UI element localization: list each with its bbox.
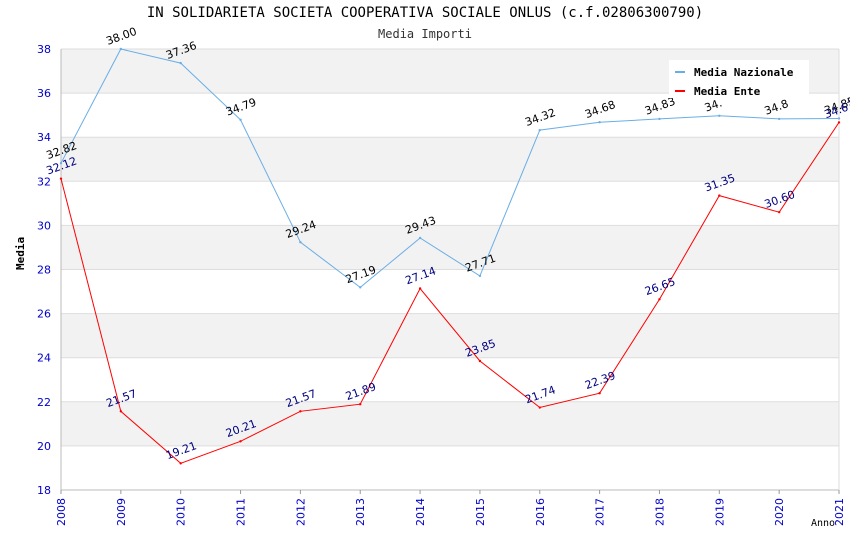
- data-point: [837, 121, 841, 124]
- data-point: [837, 117, 841, 120]
- legend-label: Media Nazionale: [694, 66, 794, 79]
- data-point: [359, 286, 362, 289]
- data-point: [239, 440, 242, 443]
- data-label: 34.: [703, 96, 724, 114]
- y-tick-label: 22: [37, 396, 51, 409]
- y-tick-label: 18: [37, 484, 51, 497]
- x-tick-label: 2018: [653, 498, 666, 526]
- data-point: [777, 117, 781, 121]
- grid-band: [61, 401, 839, 446]
- x-tick-label: 2013: [354, 498, 367, 526]
- grid-band: [61, 225, 839, 270]
- x-tick-label: 2010: [175, 498, 188, 526]
- data-label: 30.60: [763, 188, 797, 211]
- data-label: 26.65: [643, 275, 677, 298]
- x-axis-label: Anno: [811, 518, 836, 529]
- x-tick-label: 2014: [414, 498, 427, 526]
- data-point: [538, 406, 541, 409]
- y-tick-labels: 18 20 22 24 26 28 30 32 34 36 38: [37, 43, 51, 497]
- grid-band: [61, 313, 839, 358]
- data-label: 22.39: [583, 369, 617, 392]
- data-point: [658, 298, 661, 301]
- data-point: [119, 410, 123, 413]
- series-line-media-nazionale: [60, 48, 840, 289]
- data-point: [718, 114, 721, 118]
- data-point: [658, 117, 661, 121]
- x-tick-label: 2015: [474, 498, 487, 526]
- y-tick-label: 36: [37, 87, 51, 100]
- x-tick-label: 2012: [294, 498, 307, 526]
- data-label: 38.00: [104, 25, 138, 48]
- data-point: [598, 392, 601, 395]
- axes: [60, 49, 840, 494]
- y-tick-label: 24: [37, 352, 51, 365]
- y-tick-label: 34: [37, 131, 51, 144]
- data-label: 34.32: [523, 106, 557, 129]
- data-point: [119, 47, 123, 51]
- data-label: 34.68: [583, 98, 617, 121]
- data-point: [299, 410, 302, 413]
- chart-subtitle: Media Importi: [378, 27, 472, 41]
- x-tick-label: 2009: [115, 498, 128, 526]
- x-tick-labels: 2008 2009 2010 2011 2012 2013 2014 2015 2016 2017…: [55, 498, 846, 526]
- x-tick-label: 2020: [773, 498, 786, 526]
- data-point: [239, 118, 242, 121]
- x-tick-label: 2016: [534, 498, 547, 526]
- y-tick-label: 30: [37, 219, 51, 232]
- x-tick-label: 2019: [713, 498, 726, 526]
- data-point: [598, 121, 601, 124]
- x-tick-label: 2011: [235, 498, 248, 526]
- grid-lines: [61, 48, 839, 491]
- data-point: [478, 274, 482, 278]
- data-point: [299, 240, 302, 244]
- x-tick-label: 2021: [833, 498, 846, 526]
- data-point: [359, 403, 362, 406]
- y-tick-label: 28: [37, 264, 51, 277]
- data-point: [478, 359, 482, 363]
- data-point: [418, 236, 422, 240]
- data-point: [179, 462, 182, 465]
- data-label: 21.89: [344, 380, 378, 403]
- legend-label: Media Ente: [694, 85, 761, 98]
- y-tick-label: 32: [37, 175, 51, 188]
- legend-box: [669, 60, 809, 98]
- data-point: [59, 177, 63, 180]
- data-label: 34.8: [763, 97, 790, 118]
- series-line-media-ente: [60, 122, 840, 464]
- chart-title: IN SOLIDARIETA SOCIETA COOPERATIVA SOCIA…: [146, 5, 704, 21]
- y-tick-label: 38: [37, 43, 51, 56]
- data-point: [777, 210, 781, 214]
- x-tick-label: 2008: [55, 498, 68, 526]
- grid-band: [61, 137, 839, 182]
- data-point: [538, 128, 541, 132]
- legend: Media Nazionale Media Ente: [669, 60, 809, 98]
- grid-bands: [61, 49, 839, 446]
- x-tick-label: 2017: [594, 498, 607, 526]
- data-label: 34.79: [224, 96, 258, 119]
- y-tick-label: 26: [37, 308, 51, 321]
- data-label: 34.83: [643, 95, 677, 118]
- data-point: [418, 287, 422, 290]
- data-point: [718, 194, 721, 197]
- data-point: [179, 61, 182, 65]
- data-point: [59, 162, 63, 165]
- series-lines: [59, 47, 841, 465]
- y-tick-label: 20: [37, 440, 51, 453]
